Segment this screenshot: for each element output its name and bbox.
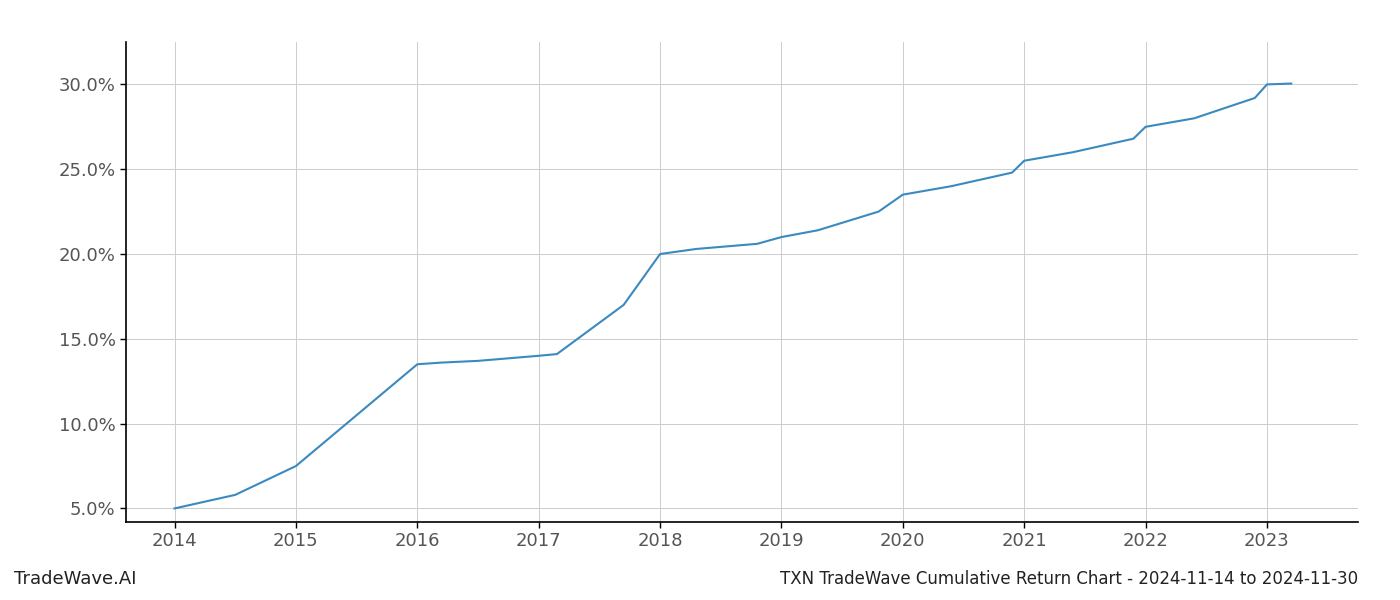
Text: TradeWave.AI: TradeWave.AI [14, 570, 137, 588]
Text: TXN TradeWave Cumulative Return Chart - 2024-11-14 to 2024-11-30: TXN TradeWave Cumulative Return Chart - … [780, 570, 1358, 588]
